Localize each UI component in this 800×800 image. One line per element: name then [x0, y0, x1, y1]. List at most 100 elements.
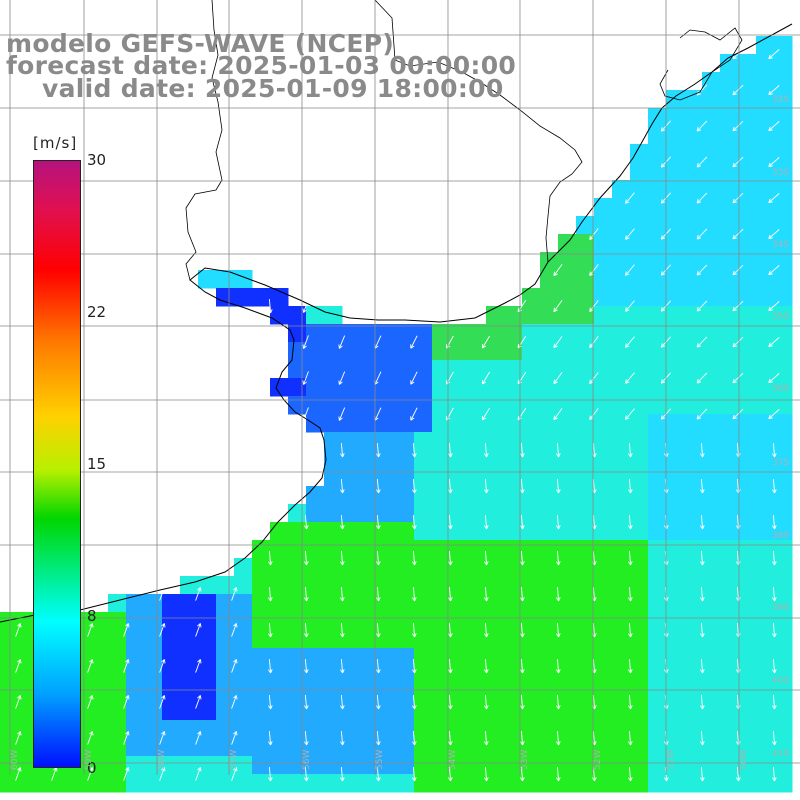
wind-arrow	[696, 336, 708, 348]
wind-cell	[630, 450, 649, 469]
wind-cell	[450, 504, 469, 523]
wind-cell	[738, 666, 757, 685]
wind-cell	[414, 432, 433, 451]
wind-cell	[504, 648, 523, 667]
wind-cell	[576, 594, 595, 613]
wind-cell	[216, 666, 235, 685]
wind-cell	[324, 540, 343, 559]
wind-cell	[288, 342, 307, 361]
wind-cell	[558, 486, 577, 505]
wind-cell	[18, 738, 37, 757]
wind-cell	[414, 486, 433, 505]
wind-cell	[396, 468, 415, 487]
wind-arrow	[376, 550, 381, 566]
wind-cell	[684, 468, 703, 487]
wind-cell	[486, 702, 505, 721]
wind-cell	[630, 684, 649, 703]
wind-cell	[540, 396, 559, 415]
wind-arrow	[696, 156, 708, 168]
wind-cell	[360, 540, 379, 559]
wind-cell	[774, 522, 793, 541]
wind-cell	[558, 756, 577, 775]
wind-cell	[540, 522, 559, 541]
wind-cell	[666, 612, 685, 631]
wind-cell	[432, 432, 451, 451]
wind-arrow	[340, 694, 345, 710]
wind-cell	[756, 324, 775, 343]
wind-cell	[198, 612, 217, 631]
wind-cell	[558, 396, 577, 415]
wind-cell	[756, 252, 775, 271]
wind-cell	[720, 540, 739, 559]
wind-cell	[630, 288, 649, 307]
wind-cell	[468, 648, 487, 667]
wind-cell	[756, 288, 775, 307]
wind-cell	[396, 414, 415, 433]
wind-arrow	[412, 694, 417, 710]
wind-cell	[378, 486, 397, 505]
wind-cell	[504, 522, 523, 541]
wind-cell	[324, 738, 343, 757]
wind-cell	[648, 648, 667, 667]
lat-label: 38S	[772, 531, 790, 541]
lat-label: 35S	[772, 312, 790, 322]
wind-cell	[756, 666, 775, 685]
wind-cell	[486, 612, 505, 631]
wind-cell	[306, 738, 325, 757]
wind-arrow	[340, 478, 345, 494]
wind-cell	[738, 414, 757, 433]
wind-cell	[666, 396, 685, 415]
wind-cell	[630, 306, 649, 325]
wind-cell	[738, 468, 757, 487]
wind-cell	[414, 558, 433, 577]
wind-cell	[378, 720, 397, 739]
wind-cell	[594, 432, 613, 451]
wind-cell	[306, 666, 325, 685]
wind-cell	[450, 720, 469, 739]
wind-cell	[252, 720, 271, 739]
wind-arrow	[768, 301, 780, 312]
wind-cell	[342, 522, 361, 541]
wind-cell	[432, 666, 451, 685]
wind-cell	[648, 666, 667, 685]
wind-cell	[630, 162, 649, 181]
wind-cell	[468, 396, 487, 415]
wind-cell	[612, 324, 631, 343]
wind-cell	[288, 378, 307, 397]
wind-arrow	[768, 337, 780, 348]
wind-cell	[468, 468, 487, 487]
wind-arrow	[195, 659, 202, 673]
wind-cell	[342, 756, 361, 775]
wind-cell	[594, 486, 613, 505]
wind-cell	[540, 630, 559, 649]
wind-cell	[288, 648, 307, 667]
wind-cell	[396, 702, 415, 721]
wind-cell	[774, 414, 793, 433]
wind-cell	[108, 702, 127, 721]
wind-cell	[612, 396, 631, 415]
wind-cell	[648, 144, 667, 163]
wind-cell	[198, 594, 217, 613]
wind-cell	[108, 630, 127, 649]
wind-cell	[702, 522, 721, 541]
wind-cell	[630, 558, 649, 577]
wind-cell	[126, 594, 145, 613]
wind-cell	[576, 612, 595, 631]
wind-cell	[558, 540, 577, 559]
wind-arrow	[481, 371, 491, 385]
wind-arrow	[696, 408, 708, 420]
wind-cell	[306, 342, 325, 361]
wind-cell	[558, 450, 577, 469]
wind-cell	[162, 630, 181, 649]
wind-arrow	[376, 514, 381, 530]
wind-cell	[252, 684, 271, 703]
wind-cell	[306, 684, 325, 703]
wind-cell	[612, 576, 631, 595]
wind-cell	[702, 540, 721, 559]
wind-arrow	[448, 622, 453, 638]
wind-cell	[558, 720, 577, 739]
wind-cell	[720, 738, 739, 757]
wind-cell	[396, 774, 415, 793]
wind-arrow	[123, 731, 130, 745]
wind-cell	[126, 612, 145, 631]
